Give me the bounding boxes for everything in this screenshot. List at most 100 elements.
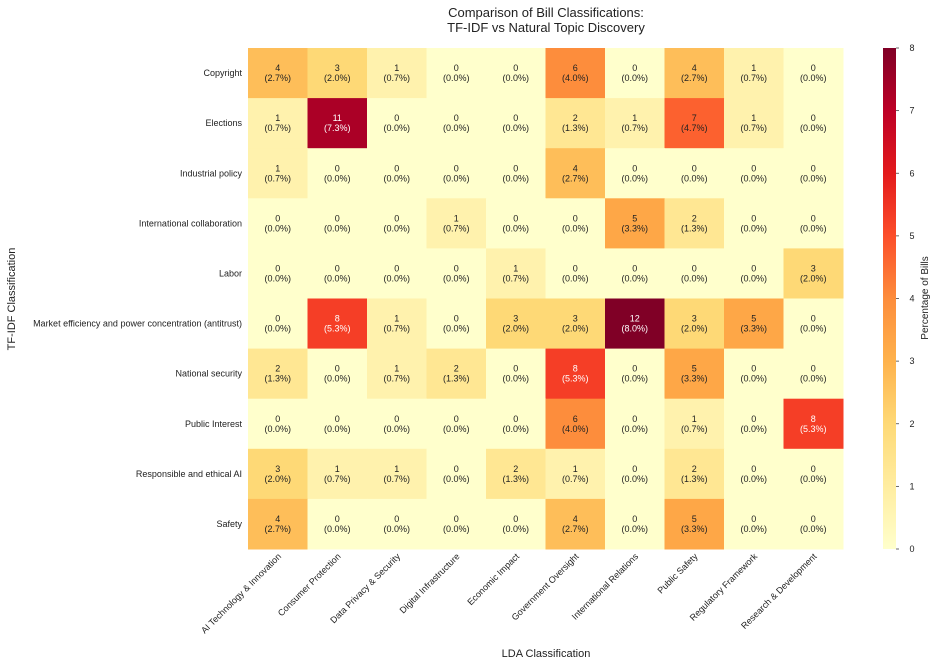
cell-percent-label: (1.3%) (502, 474, 529, 484)
heatmap-cell (664, 398, 725, 450)
heatmap-cell (724, 448, 784, 500)
cell-percent-label: (0.7%) (740, 123, 767, 133)
cell-percent-label: (0.0%) (621, 374, 648, 384)
cell-percent-label: (0.0%) (383, 223, 410, 233)
cell-percent-label: (0.0%) (324, 524, 351, 534)
heatmap-cell (248, 298, 308, 350)
cell-count-label: 1 (394, 314, 399, 324)
cell-count-label: 3 (513, 314, 518, 324)
cell-percent-label: (1.3%) (681, 474, 708, 484)
heatmap-cell (486, 148, 546, 199)
heatmap-cell (248, 148, 308, 199)
heatmap-cell (724, 298, 784, 350)
cell-count-label: 0 (335, 263, 340, 273)
cell-count-label: 0 (751, 364, 756, 374)
cell-count-label: 2 (692, 464, 697, 474)
cell-count-label: 0 (573, 263, 578, 273)
cell-percent-label: (0.7%) (383, 324, 410, 334)
cell-percent-label: (0.7%) (502, 273, 529, 283)
heatmap-cell (664, 498, 725, 550)
cell-percent-label: (0.0%) (324, 374, 351, 384)
cell-count-label: 5 (632, 213, 637, 223)
heatmap-cell (664, 48, 725, 99)
cell-percent-label: (0.0%) (621, 424, 648, 434)
y-tick-label: International collaboration (139, 218, 242, 228)
cell-percent-label: (0.0%) (740, 474, 767, 484)
cell-count-label: 0 (275, 314, 280, 324)
cell-percent-label: (1.3%) (681, 223, 708, 233)
heatmap-cell (783, 498, 844, 550)
cell-count-label: 0 (632, 263, 637, 273)
cell-percent-label: (1.3%) (264, 374, 291, 384)
cell-count-label: 8 (335, 314, 340, 324)
cell-percent-label: (5.3%) (800, 424, 827, 434)
cell-count-label: 0 (632, 163, 637, 173)
cell-count-label: 0 (454, 464, 459, 474)
cell-percent-label: (0.7%) (383, 474, 410, 484)
cell-count-label: 2 (692, 213, 697, 223)
cell-percent-label: (0.0%) (502, 223, 529, 233)
cell-percent-label: (0.0%) (800, 474, 827, 484)
cell-count-label: 0 (394, 263, 399, 273)
cell-percent-label: (0.0%) (621, 524, 648, 534)
heatmap-cells: 4(2.7%)3(2.0%)1(0.7%)0(0.0%)0(0.0%)6(4.0… (248, 48, 844, 550)
y-tick-label: Safety (216, 519, 242, 529)
cell-percent-label: (3.3%) (681, 374, 708, 384)
cell-percent-label: (3.3%) (740, 324, 767, 334)
cell-count-label: 0 (513, 163, 518, 173)
heatmap-cell (426, 298, 487, 350)
heatmap-cell (307, 98, 368, 149)
cell-percent-label: (0.0%) (800, 123, 827, 133)
colorbar-ticks: 0 1 2 3 4 5 6 7 8 (896, 43, 915, 554)
cell-count-label: 7 (692, 113, 697, 123)
cell-percent-label: (0.0%) (383, 424, 410, 434)
cell-percent-label: (0.0%) (443, 73, 470, 83)
cell-count-label: 0 (811, 364, 816, 374)
cell-count-label: 0 (811, 464, 816, 474)
cell-count-label: 0 (454, 163, 459, 173)
heatmap-cell (367, 198, 427, 249)
cell-count-label: 0 (454, 113, 459, 123)
cell-percent-label: (0.0%) (800, 374, 827, 384)
cell-count-label: 0 (394, 414, 399, 424)
y-tick-label: Market efficiency and power concentratio… (33, 319, 242, 329)
heatmap-cell (664, 98, 725, 149)
heatmap-cell (307, 248, 368, 299)
cell-percent-label: (0.0%) (324, 173, 351, 183)
colorbar (883, 48, 896, 549)
heatmap-cell (248, 248, 308, 299)
heatmap-cell (724, 48, 784, 99)
heatmap-cell (486, 398, 546, 450)
cell-percent-label: (0.0%) (502, 123, 529, 133)
x-tick-label: Economic Impact (465, 551, 521, 607)
cell-count-label: 1 (751, 63, 756, 73)
heatmap-cell (367, 348, 427, 400)
cell-count-label: 0 (692, 163, 697, 173)
cell-count-label: 5 (751, 314, 756, 324)
cell-count-label: 11 (333, 113, 342, 123)
cell-count-label: 0 (513, 414, 518, 424)
heatmap-cell (367, 448, 427, 500)
y-tick-label: Elections (205, 118, 242, 128)
cell-count-label: 1 (394, 63, 399, 73)
cell-percent-label: (4.0%) (562, 424, 589, 434)
cell-percent-label: (2.0%) (562, 324, 589, 334)
cell-percent-label: (0.0%) (621, 73, 648, 83)
cell-count-label: 4 (692, 63, 697, 73)
heatmap-cell (307, 348, 368, 400)
x-tick-label: Consumer Protection (276, 551, 343, 618)
heatmap-cell (724, 498, 784, 550)
heatmap-cell (664, 148, 725, 199)
cell-percent-label: (5.3%) (562, 374, 589, 384)
cell-percent-label: (0.0%) (740, 273, 767, 283)
heatmap-cell (545, 498, 606, 550)
cell-count-label: 0 (811, 63, 816, 73)
heatmap-cell (783, 448, 844, 500)
cell-percent-label: (2.0%) (264, 474, 291, 484)
heatmap-cell (664, 298, 725, 350)
cell-percent-label: (0.0%) (740, 524, 767, 534)
heatmap-cell (545, 48, 606, 99)
colorbar-tick-label: 7 (909, 106, 914, 116)
heatmap-cell (367, 248, 427, 299)
